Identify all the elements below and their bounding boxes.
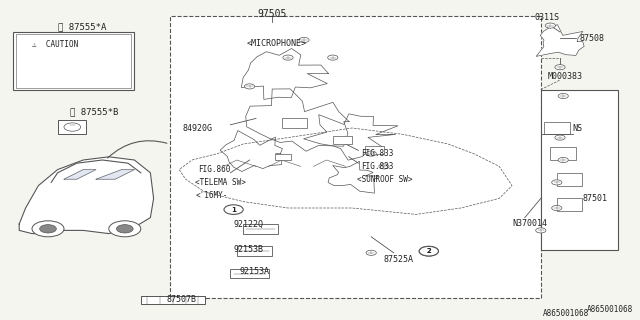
Circle shape [224, 205, 243, 214]
Circle shape [244, 84, 255, 89]
Circle shape [555, 65, 565, 70]
Bar [230, 269, 269, 278]
Text: <MICROPHONE>: <MICROPHONE> [246, 39, 307, 48]
Text: FIG.860: FIG.860 [198, 165, 231, 174]
Circle shape [419, 246, 438, 256]
Text: M000383: M000383 [547, 72, 582, 81]
Text: 1: 1 [231, 207, 236, 212]
Bar [170, 16, 541, 298]
Circle shape [545, 23, 556, 28]
Circle shape [328, 55, 338, 60]
Text: 92122Q: 92122Q [234, 220, 264, 228]
Text: 97505: 97505 [257, 9, 287, 20]
Circle shape [555, 135, 565, 140]
Circle shape [558, 157, 568, 163]
Bar [275, 154, 291, 160]
Bar [333, 136, 352, 144]
Text: <SUNROOF SW>: <SUNROOF SW> [357, 175, 413, 184]
Bar [550, 147, 576, 160]
Circle shape [552, 180, 562, 185]
Text: 87525A: 87525A [384, 255, 414, 264]
Circle shape [299, 37, 309, 43]
Text: 2: 2 [426, 248, 431, 254]
Text: <TELEMA SW>: <TELEMA SW> [195, 178, 246, 187]
Text: 2: 2 [427, 248, 431, 254]
Circle shape [366, 151, 376, 156]
Text: N370014: N370014 [512, 220, 547, 228]
Bar [16, 34, 131, 88]
Polygon shape [328, 161, 378, 193]
Text: NS: NS [573, 124, 583, 132]
Polygon shape [19, 157, 154, 234]
Text: <'16MY-: <'16MY- [195, 191, 228, 200]
Text: 87508: 87508 [579, 34, 604, 43]
Bar [237, 246, 272, 256]
Text: A865001068: A865001068 [543, 309, 589, 318]
Bar [141, 296, 205, 304]
Circle shape [379, 164, 389, 169]
Polygon shape [64, 170, 96, 179]
Bar [557, 173, 582, 186]
Circle shape [283, 55, 293, 60]
Bar [541, 90, 618, 250]
Text: ⚠  CAUTION: ⚠ CAUTION [32, 40, 79, 49]
Bar [282, 118, 307, 128]
Bar [544, 122, 570, 134]
Polygon shape [303, 114, 398, 160]
Circle shape [64, 123, 81, 131]
Circle shape [558, 93, 568, 99]
Text: 87501: 87501 [582, 194, 607, 203]
Circle shape [116, 225, 133, 233]
Circle shape [552, 205, 562, 211]
Circle shape [40, 225, 56, 233]
Text: A865001068: A865001068 [588, 305, 634, 314]
Text: 87507B: 87507B [166, 295, 196, 304]
Circle shape [419, 246, 438, 256]
Bar [243, 224, 278, 234]
Text: 92153A: 92153A [240, 268, 270, 276]
Circle shape [109, 221, 141, 237]
Bar [365, 146, 384, 154]
Bar [13, 32, 134, 90]
Text: 84920G: 84920G [182, 124, 212, 132]
Bar [58, 120, 86, 134]
Circle shape [32, 221, 64, 237]
Polygon shape [536, 25, 584, 56]
Text: ② 87555*B: ② 87555*B [70, 108, 119, 116]
Text: ① 87555*A: ① 87555*A [58, 23, 106, 32]
Circle shape [536, 228, 546, 233]
Text: 92153B: 92153B [234, 245, 264, 254]
Polygon shape [241, 49, 328, 100]
Text: FIG.833: FIG.833 [362, 162, 394, 171]
Polygon shape [96, 170, 134, 179]
Bar [557, 198, 582, 211]
Polygon shape [246, 89, 349, 151]
Text: FIG.833: FIG.833 [362, 149, 394, 158]
Circle shape [366, 250, 376, 255]
Polygon shape [179, 128, 512, 214]
Text: 0311S: 0311S [534, 13, 559, 22]
Polygon shape [220, 131, 282, 172]
